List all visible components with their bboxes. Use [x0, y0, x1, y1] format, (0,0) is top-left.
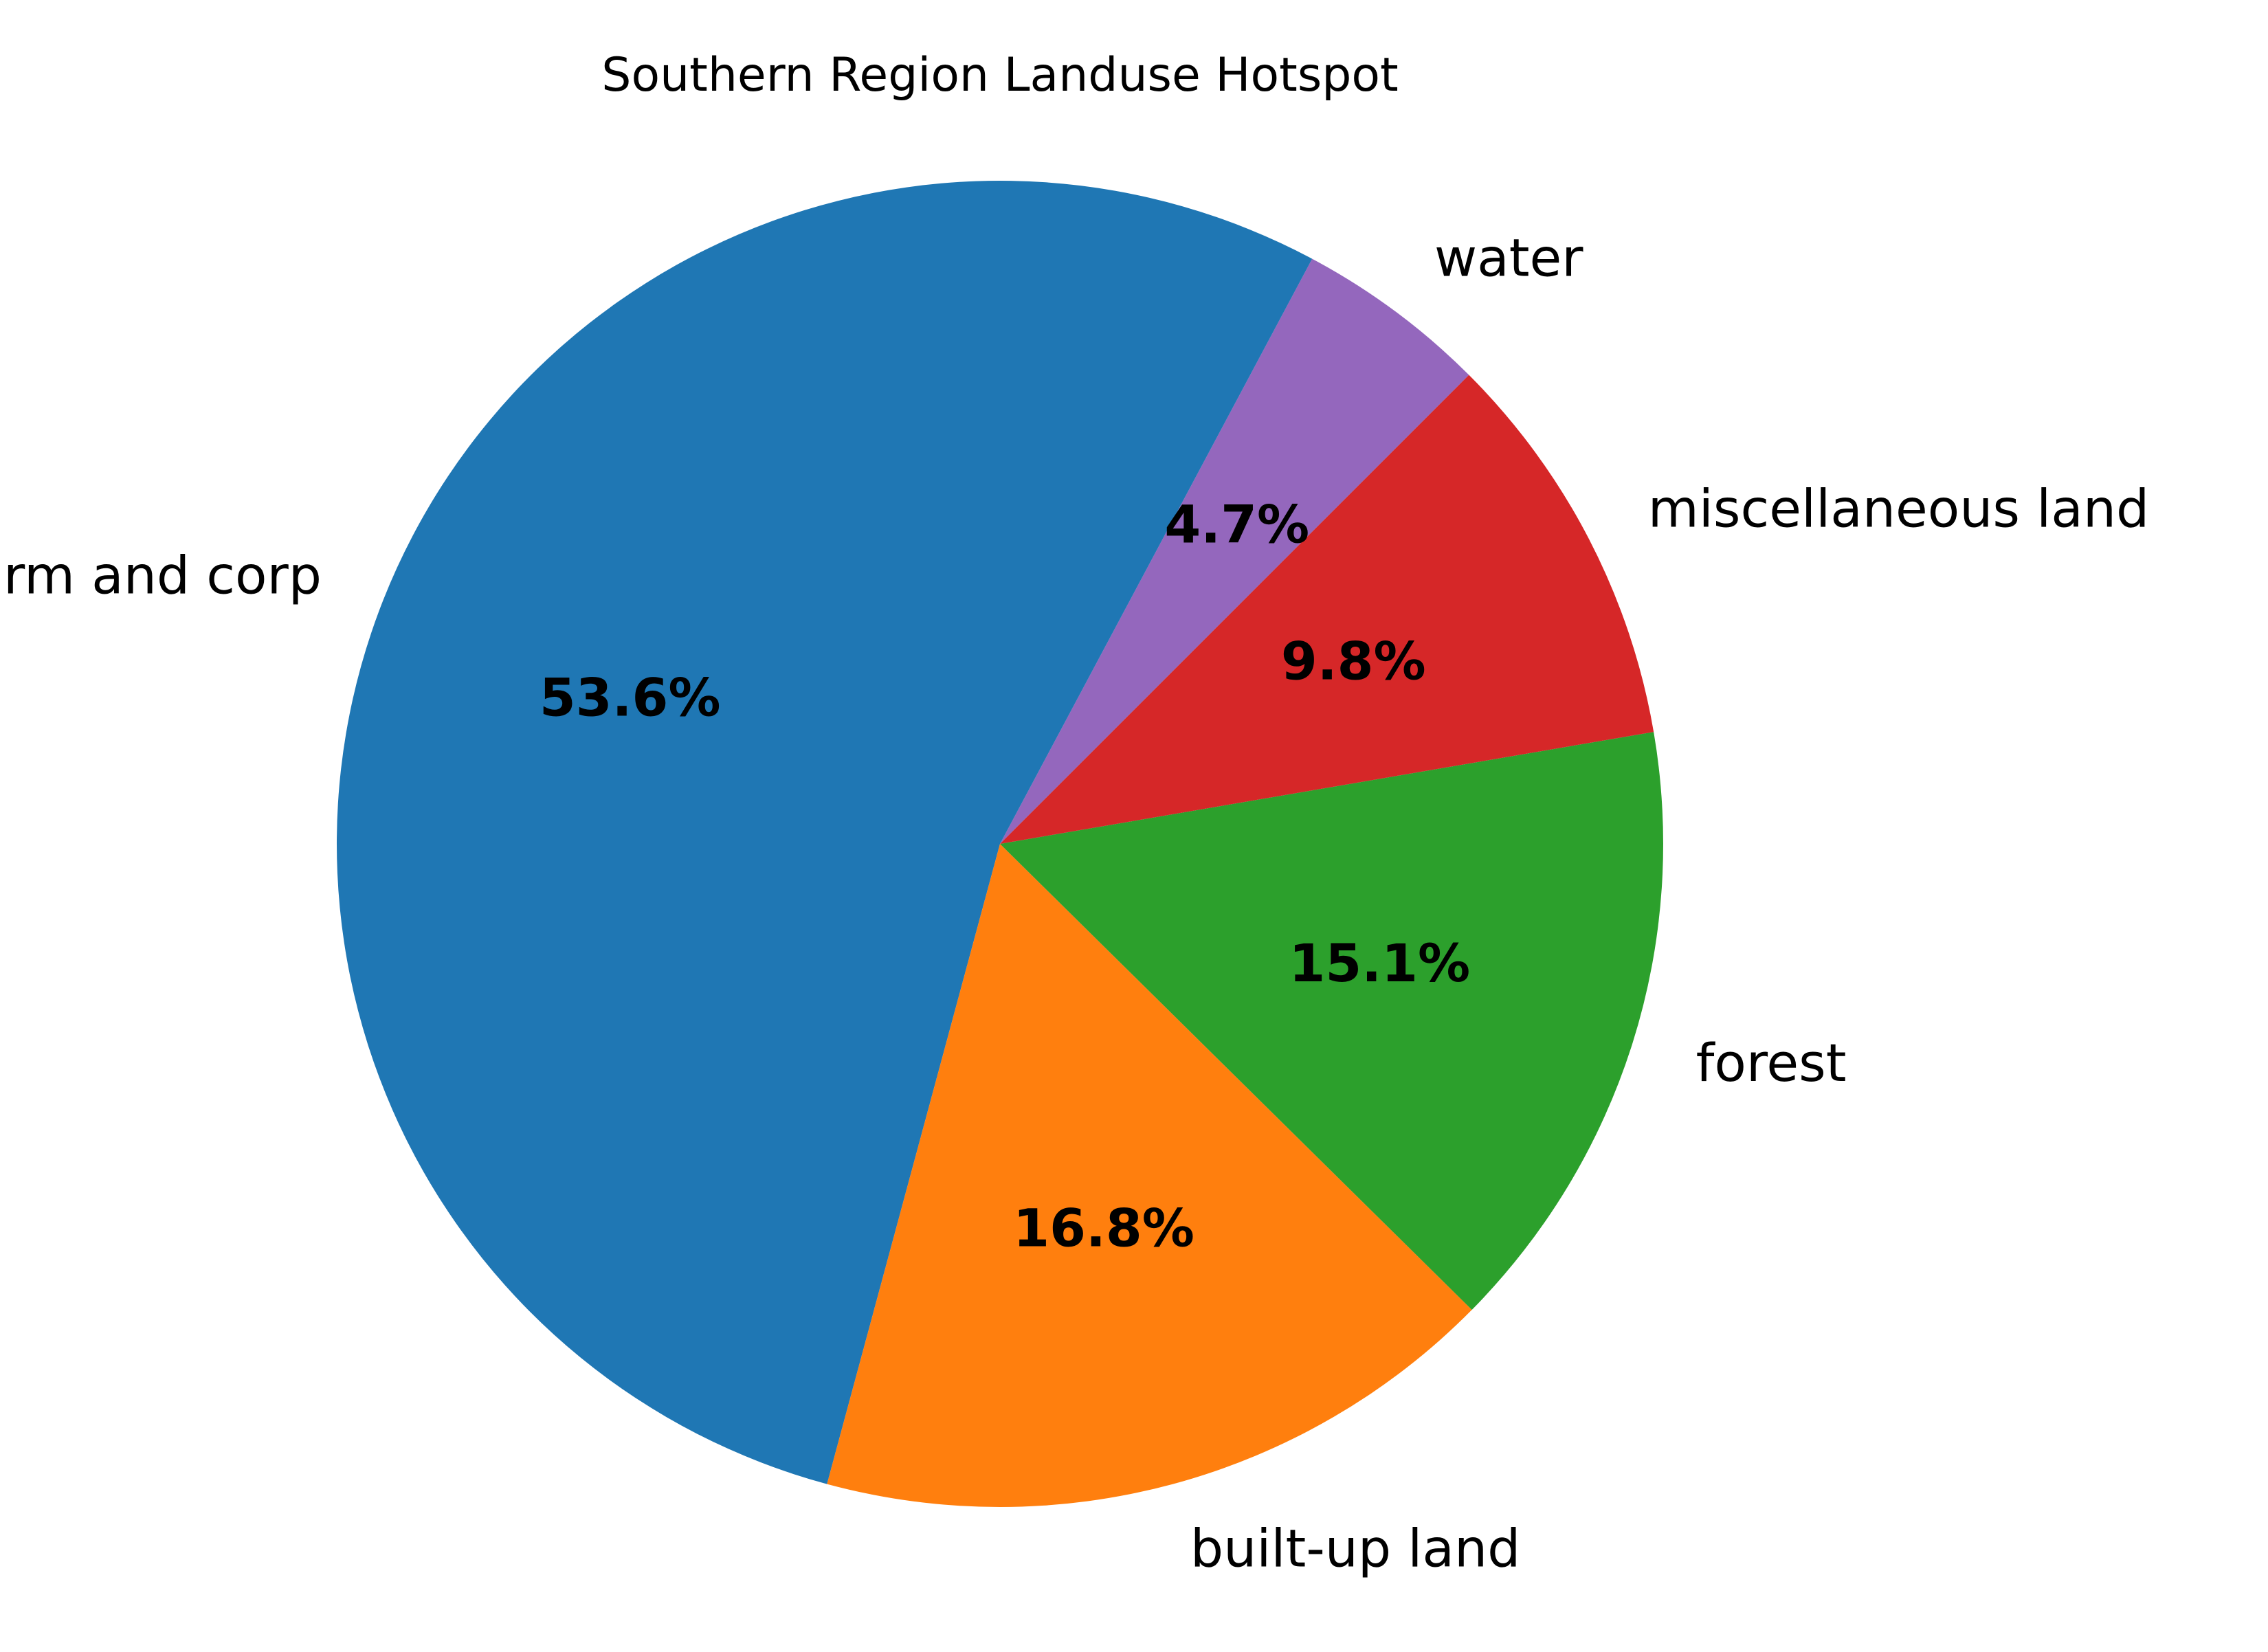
percent-label-forest: 15.1% [1289, 933, 1470, 994]
pie-slice-forest [1000, 732, 1663, 1310]
slice-labels: water farm and corp built-up land forest mis… [0, 227, 2149, 1579]
slice-label-forest: forest [1696, 1032, 1847, 1093]
slice-label-miscellaneous-land: miscellaneous land [1648, 478, 2150, 539]
percent-label-farm-and-corp: 53.6% [540, 667, 721, 728]
pie-slice-built-up-land [827, 844, 1472, 1507]
pie-slices [337, 181, 1663, 1507]
slice-label-water: water [1434, 227, 1583, 289]
pie-slice-water [1000, 258, 1469, 844]
pie-slice-miscellaneous-land [1000, 375, 1654, 844]
pie-slice-farm-and-corp [337, 181, 1313, 1484]
slice-label-built-up-land: built-up land [1190, 1517, 1521, 1578]
percent-labels: 4.7% 53.6% 16.8% 15.1% 9.8% [540, 493, 1470, 1258]
chart-title: Southern Region Landuse Hotspot [601, 48, 1398, 102]
percent-label-water: 4.7% [1164, 493, 1309, 555]
slice-label-farm-and-corp: farm and corp [0, 545, 322, 606]
percent-label-miscellaneous-land: 9.8% [1281, 630, 1426, 691]
percent-label-built-up-land: 16.8% [1013, 1197, 1194, 1258]
